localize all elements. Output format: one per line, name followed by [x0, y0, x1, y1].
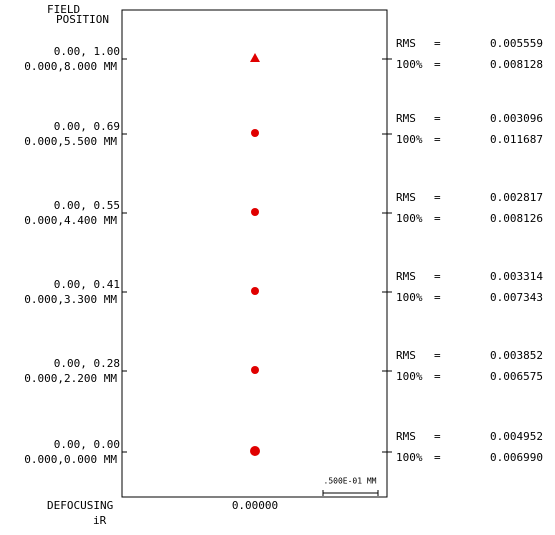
spot [250, 446, 260, 456]
field-position: 0.000,0.000 MM [24, 453, 117, 466]
rms-value: 0.005559 [490, 37, 543, 50]
equals: = [434, 370, 441, 383]
rms-label: RMS [396, 37, 416, 50]
rms-label: RMS [396, 112, 416, 125]
equals: = [434, 212, 441, 225]
rms-value: 0.002817 [490, 191, 543, 204]
field-relative: 0.00, 0.69 [54, 120, 120, 133]
field-relative: 0.00, 0.41 [54, 278, 120, 291]
field-position: 0.000,3.300 MM [24, 293, 117, 306]
pct-value: 0.007343 [490, 291, 543, 304]
equals: = [434, 58, 441, 71]
field-position: 0.000,5.500 MM [24, 135, 117, 148]
pct-value: 0.011687 [490, 133, 543, 146]
spot [251, 366, 259, 374]
spot [251, 287, 259, 295]
pct-label: 100% [396, 291, 423, 304]
equals: = [434, 291, 441, 304]
plot-frame [121, 9, 388, 498]
rms-value: 0.004952 [490, 430, 543, 443]
pct-label: 100% [396, 370, 423, 383]
field-relative: 0.00, 0.55 [54, 199, 120, 212]
pct-value: 0.006990 [490, 451, 543, 464]
pct-label: 100% [396, 451, 423, 464]
pct-value: 0.008126 [490, 212, 543, 225]
pct-label: 100% [396, 133, 423, 146]
header-position: POSITION [56, 13, 109, 26]
equals: = [434, 270, 441, 283]
equals: = [434, 191, 441, 204]
spot [251, 129, 259, 137]
rms-value: 0.003852 [490, 349, 543, 362]
rms-label: RMS [396, 349, 416, 362]
equals: = [434, 37, 441, 50]
header-field: FIELD [47, 3, 80, 16]
field-relative: 0.00, 0.00 [54, 438, 120, 451]
equals: = [434, 430, 441, 443]
spot [251, 208, 259, 216]
field-position: 0.000,2.200 MM [24, 372, 117, 385]
units-label: iR [93, 514, 107, 527]
field-position: 0.000,4.400 MM [24, 214, 117, 227]
equals: = [434, 112, 441, 125]
spot [250, 53, 260, 62]
pct-label: 100% [396, 212, 423, 225]
rms-label: RMS [396, 270, 416, 283]
pct-value: 0.006575 [490, 370, 543, 383]
scale-bar [322, 490, 379, 496]
rms-value: 0.003314 [490, 270, 543, 283]
pct-value: 0.008128 [490, 58, 543, 71]
equals: = [434, 133, 441, 146]
field-relative: 0.00, 1.00 [54, 45, 120, 58]
scale-bar-label: .500E-01 MM [324, 477, 377, 486]
pct-label: 100% [396, 58, 423, 71]
field-relative: 0.00, 0.28 [54, 357, 120, 370]
rms-label: RMS [396, 430, 416, 443]
equals: = [434, 349, 441, 362]
defocusing-label: DEFOCUSING [47, 499, 113, 512]
rms-value: 0.003096 [490, 112, 543, 125]
field-position: 0.000,8.000 MM [24, 60, 117, 73]
rms-label: RMS [396, 191, 416, 204]
defocus-value: 0.00000 [232, 499, 278, 512]
equals: = [434, 451, 441, 464]
